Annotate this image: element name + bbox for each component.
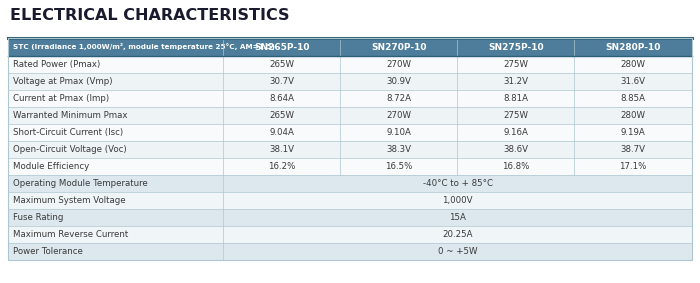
Text: 16.8%: 16.8%	[502, 162, 530, 171]
Text: 38.7V: 38.7V	[621, 145, 645, 154]
Text: Maximum System Voltage: Maximum System Voltage	[13, 196, 125, 205]
Text: 270W: 270W	[386, 60, 412, 69]
Text: 30.9V: 30.9V	[386, 77, 412, 86]
Text: Maximum Reverse Current: Maximum Reverse Current	[13, 230, 128, 239]
Bar	[8, 192, 692, 209]
Bar	[8, 73, 692, 90]
Text: 8.85A: 8.85A	[621, 94, 645, 103]
Text: 9.04A: 9.04A	[270, 128, 295, 137]
Text: SN275P-10: SN275P-10	[488, 42, 544, 52]
Text: SN280P-10: SN280P-10	[606, 42, 661, 52]
Text: 280W: 280W	[621, 60, 645, 69]
Text: 265W: 265W	[270, 111, 295, 120]
Text: Current at Pmax (Imp): Current at Pmax (Imp)	[13, 94, 109, 103]
Text: 275W: 275W	[503, 60, 528, 69]
Bar	[8, 90, 692, 107]
Bar	[8, 141, 692, 158]
Text: -40°C to + 85°C: -40°C to + 85°C	[423, 179, 493, 188]
Bar	[8, 243, 692, 260]
Text: 16.5%: 16.5%	[385, 162, 412, 171]
Text: 1,000V: 1,000V	[442, 196, 473, 205]
Text: 38.1V: 38.1V	[270, 145, 295, 154]
Bar	[8, 38, 692, 260]
Text: 280W: 280W	[621, 111, 645, 120]
Text: 17.1%: 17.1%	[620, 162, 647, 171]
Bar	[8, 38, 692, 56]
Text: Power Tolerance: Power Tolerance	[13, 247, 83, 256]
Text: 8.81A: 8.81A	[503, 94, 528, 103]
Text: 38.6V: 38.6V	[503, 145, 528, 154]
Text: 31.6V: 31.6V	[621, 77, 645, 86]
Text: 0 ~ +5W: 0 ~ +5W	[438, 247, 477, 256]
Text: Open-Circuit Voltage (Voc): Open-Circuit Voltage (Voc)	[13, 145, 127, 154]
Bar	[8, 124, 692, 141]
Text: 16.2%: 16.2%	[268, 162, 295, 171]
Text: 8.64A: 8.64A	[270, 94, 295, 103]
Text: 15A: 15A	[449, 213, 466, 222]
Text: 270W: 270W	[386, 111, 412, 120]
Bar	[8, 175, 692, 192]
Text: SN265P-10: SN265P-10	[254, 42, 309, 52]
Bar	[8, 107, 692, 124]
Text: Voltage at Pmax (Vmp): Voltage at Pmax (Vmp)	[13, 77, 113, 86]
Text: Rated Power (Pmax): Rated Power (Pmax)	[13, 60, 100, 69]
Text: Operating Module Temperature: Operating Module Temperature	[13, 179, 148, 188]
Text: ELECTRICAL CHARACTERISTICS: ELECTRICAL CHARACTERISTICS	[10, 8, 290, 23]
Text: Short-Circuit Current (Isc): Short-Circuit Current (Isc)	[13, 128, 123, 137]
Text: 20.25A: 20.25A	[442, 230, 473, 239]
Bar	[8, 209, 692, 226]
Text: Warranted Minimum Pmax: Warranted Minimum Pmax	[13, 111, 127, 120]
Text: 31.2V: 31.2V	[503, 77, 528, 86]
Text: 275W: 275W	[503, 111, 528, 120]
Text: Module Efficiency: Module Efficiency	[13, 162, 90, 171]
Text: Fuse Rating: Fuse Rating	[13, 213, 64, 222]
Bar	[8, 158, 692, 175]
Text: 38.3V: 38.3V	[386, 145, 412, 154]
Text: STC (Irradiance 1,000W/m², module temperature 25°C, AM=1.5): STC (Irradiance 1,000W/m², module temper…	[13, 44, 275, 50]
Text: 9.10A: 9.10A	[386, 128, 412, 137]
Text: 30.7V: 30.7V	[270, 77, 295, 86]
Text: 265W: 265W	[270, 60, 295, 69]
Bar	[8, 226, 692, 243]
Text: SN270P-10: SN270P-10	[371, 42, 427, 52]
Text: 9.16A: 9.16A	[503, 128, 528, 137]
Text: 9.19A: 9.19A	[621, 128, 645, 137]
Bar	[8, 56, 692, 73]
Text: 8.72A: 8.72A	[386, 94, 412, 103]
